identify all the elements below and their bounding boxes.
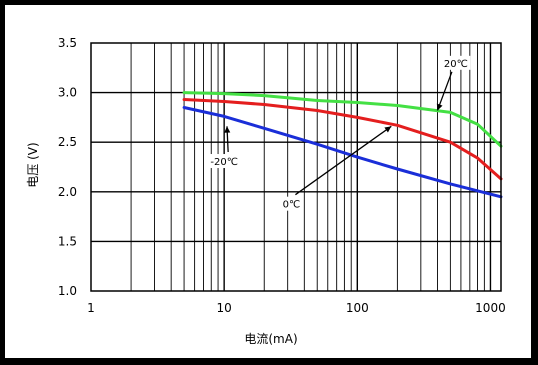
annotation-backdrop bbox=[441, 55, 471, 70]
series-line bbox=[182, 106, 503, 199]
annotation-backdrop bbox=[280, 196, 303, 211]
plot-border bbox=[90, 42, 502, 292]
x-tick-label: 1 bbox=[87, 301, 95, 315]
annotation-arrowhead bbox=[436, 103, 443, 111]
annotations: 20℃ 0℃ -20℃ bbox=[206, 55, 471, 211]
x-tick-label: 10 bbox=[217, 301, 232, 315]
x-axis-title: 电流(mA) bbox=[244, 332, 297, 346]
series-line bbox=[182, 91, 503, 148]
annotation-backdrop bbox=[206, 154, 243, 169]
chart-frame: 1 10 100 1000 1.0 1.5 2.0 2.5 3.0 3.5 20℃ 0℃ -20℃ 电… bbox=[5, 5, 531, 358]
annotation-arrowhead bbox=[384, 126, 392, 133]
y-tick-label: 1.0 bbox=[58, 284, 77, 298]
x-tick-label: 100 bbox=[346, 301, 369, 315]
annotation-leader bbox=[436, 71, 453, 111]
series-line bbox=[182, 98, 503, 181]
y-tick-label: 3.5 bbox=[58, 36, 77, 50]
tick-labels: 1 10 100 1000 1.0 1.5 2.0 2.5 3.0 3.5 bbox=[58, 36, 506, 315]
y-tick-label: 3.0 bbox=[58, 86, 77, 100]
annotation-label: -20℃ bbox=[210, 157, 238, 168]
annotation-arrowhead bbox=[224, 126, 231, 133]
annotation-label: 20℃ bbox=[444, 59, 468, 70]
y-axis-title: 电压 (V) bbox=[26, 142, 40, 187]
y-tick-label: 1.5 bbox=[58, 234, 77, 248]
plot-area bbox=[91, 43, 501, 291]
annotation-leader bbox=[295, 125, 392, 196]
y-tick-label: 2.5 bbox=[58, 135, 77, 149]
annotation-label: 0℃ bbox=[283, 200, 301, 211]
chart: 1 10 100 1000 1.0 1.5 2.0 2.5 3.0 3.5 20℃ 0℃ -20℃ 电… bbox=[26, 36, 506, 346]
y-tick-label: 2.0 bbox=[58, 185, 77, 199]
series-layer bbox=[182, 91, 503, 199]
x-tick-label: 1000 bbox=[475, 301, 506, 315]
grid bbox=[91, 43, 501, 291]
